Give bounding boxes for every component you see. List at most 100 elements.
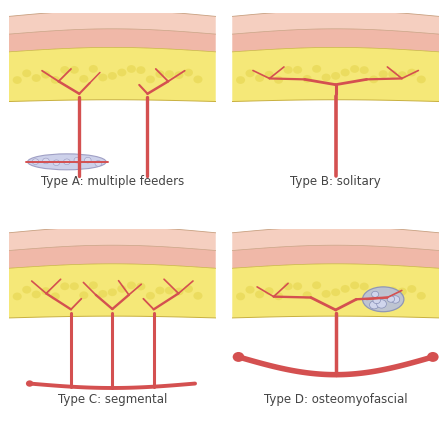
Circle shape (427, 352, 439, 362)
Circle shape (370, 301, 379, 309)
Circle shape (184, 68, 193, 77)
Circle shape (398, 71, 407, 79)
Circle shape (322, 290, 331, 298)
Circle shape (146, 292, 155, 300)
Circle shape (127, 65, 136, 73)
Circle shape (379, 70, 388, 78)
Circle shape (398, 288, 407, 295)
Circle shape (51, 76, 60, 84)
Circle shape (22, 286, 31, 294)
Circle shape (236, 292, 245, 300)
Polygon shape (232, 264, 439, 318)
Circle shape (293, 66, 302, 74)
Circle shape (26, 380, 33, 387)
Circle shape (331, 72, 340, 80)
Circle shape (246, 286, 254, 294)
Polygon shape (232, 10, 439, 34)
Circle shape (165, 70, 174, 78)
Circle shape (79, 75, 88, 83)
Polygon shape (232, 245, 439, 268)
Circle shape (302, 291, 312, 299)
Circle shape (43, 158, 49, 164)
Polygon shape (232, 48, 439, 101)
Circle shape (246, 69, 254, 77)
Circle shape (284, 282, 293, 290)
Circle shape (264, 71, 274, 79)
Circle shape (417, 292, 426, 300)
Ellipse shape (28, 154, 106, 170)
Circle shape (379, 287, 388, 294)
Circle shape (369, 75, 378, 83)
Circle shape (255, 291, 264, 298)
Circle shape (391, 296, 400, 303)
Polygon shape (9, 264, 216, 318)
Circle shape (194, 75, 202, 83)
Circle shape (51, 292, 60, 300)
Circle shape (155, 287, 164, 294)
Circle shape (85, 158, 91, 163)
Circle shape (255, 74, 264, 82)
Text: Type A: multiple feeders: Type A: multiple feeders (41, 175, 184, 187)
Text: Type B: solitary: Type B: solitary (290, 175, 381, 187)
Circle shape (98, 74, 108, 81)
Circle shape (155, 70, 164, 78)
Polygon shape (232, 29, 439, 52)
Circle shape (70, 66, 79, 74)
Circle shape (184, 285, 193, 293)
Circle shape (136, 66, 146, 74)
Circle shape (350, 282, 359, 289)
Circle shape (360, 282, 369, 290)
Circle shape (146, 75, 155, 83)
Circle shape (194, 292, 202, 300)
Circle shape (79, 291, 88, 299)
Circle shape (70, 282, 79, 290)
Polygon shape (9, 48, 216, 101)
Circle shape (387, 296, 395, 302)
Circle shape (60, 66, 69, 74)
Circle shape (274, 76, 283, 84)
Circle shape (53, 160, 60, 166)
Circle shape (95, 160, 102, 166)
Circle shape (41, 287, 50, 295)
Circle shape (407, 68, 416, 77)
Polygon shape (9, 29, 216, 52)
Circle shape (74, 158, 81, 163)
Circle shape (340, 285, 350, 293)
Circle shape (165, 287, 174, 294)
Circle shape (60, 282, 69, 290)
Circle shape (98, 290, 108, 298)
Circle shape (22, 69, 31, 77)
Circle shape (32, 74, 41, 82)
Circle shape (274, 292, 283, 300)
Circle shape (369, 292, 378, 300)
Circle shape (117, 285, 126, 293)
Ellipse shape (362, 287, 404, 312)
Circle shape (174, 288, 184, 295)
Circle shape (377, 300, 387, 308)
Circle shape (64, 159, 70, 165)
Circle shape (372, 291, 379, 297)
Circle shape (388, 70, 397, 78)
Circle shape (32, 159, 39, 164)
Circle shape (373, 297, 380, 303)
Circle shape (108, 288, 117, 296)
Circle shape (13, 292, 22, 300)
Text: Type C: segmental: Type C: segmental (58, 393, 167, 406)
Polygon shape (9, 245, 216, 268)
Circle shape (108, 72, 117, 80)
Circle shape (233, 352, 244, 362)
Circle shape (264, 287, 274, 295)
Circle shape (340, 68, 350, 76)
Polygon shape (232, 226, 439, 250)
Polygon shape (9, 10, 216, 34)
Circle shape (13, 76, 22, 84)
Circle shape (284, 66, 293, 74)
Circle shape (360, 66, 369, 74)
Circle shape (312, 281, 321, 289)
Polygon shape (9, 226, 216, 250)
Circle shape (236, 76, 245, 84)
Circle shape (302, 75, 312, 83)
Circle shape (117, 68, 126, 76)
Circle shape (89, 65, 98, 73)
Circle shape (32, 291, 41, 298)
